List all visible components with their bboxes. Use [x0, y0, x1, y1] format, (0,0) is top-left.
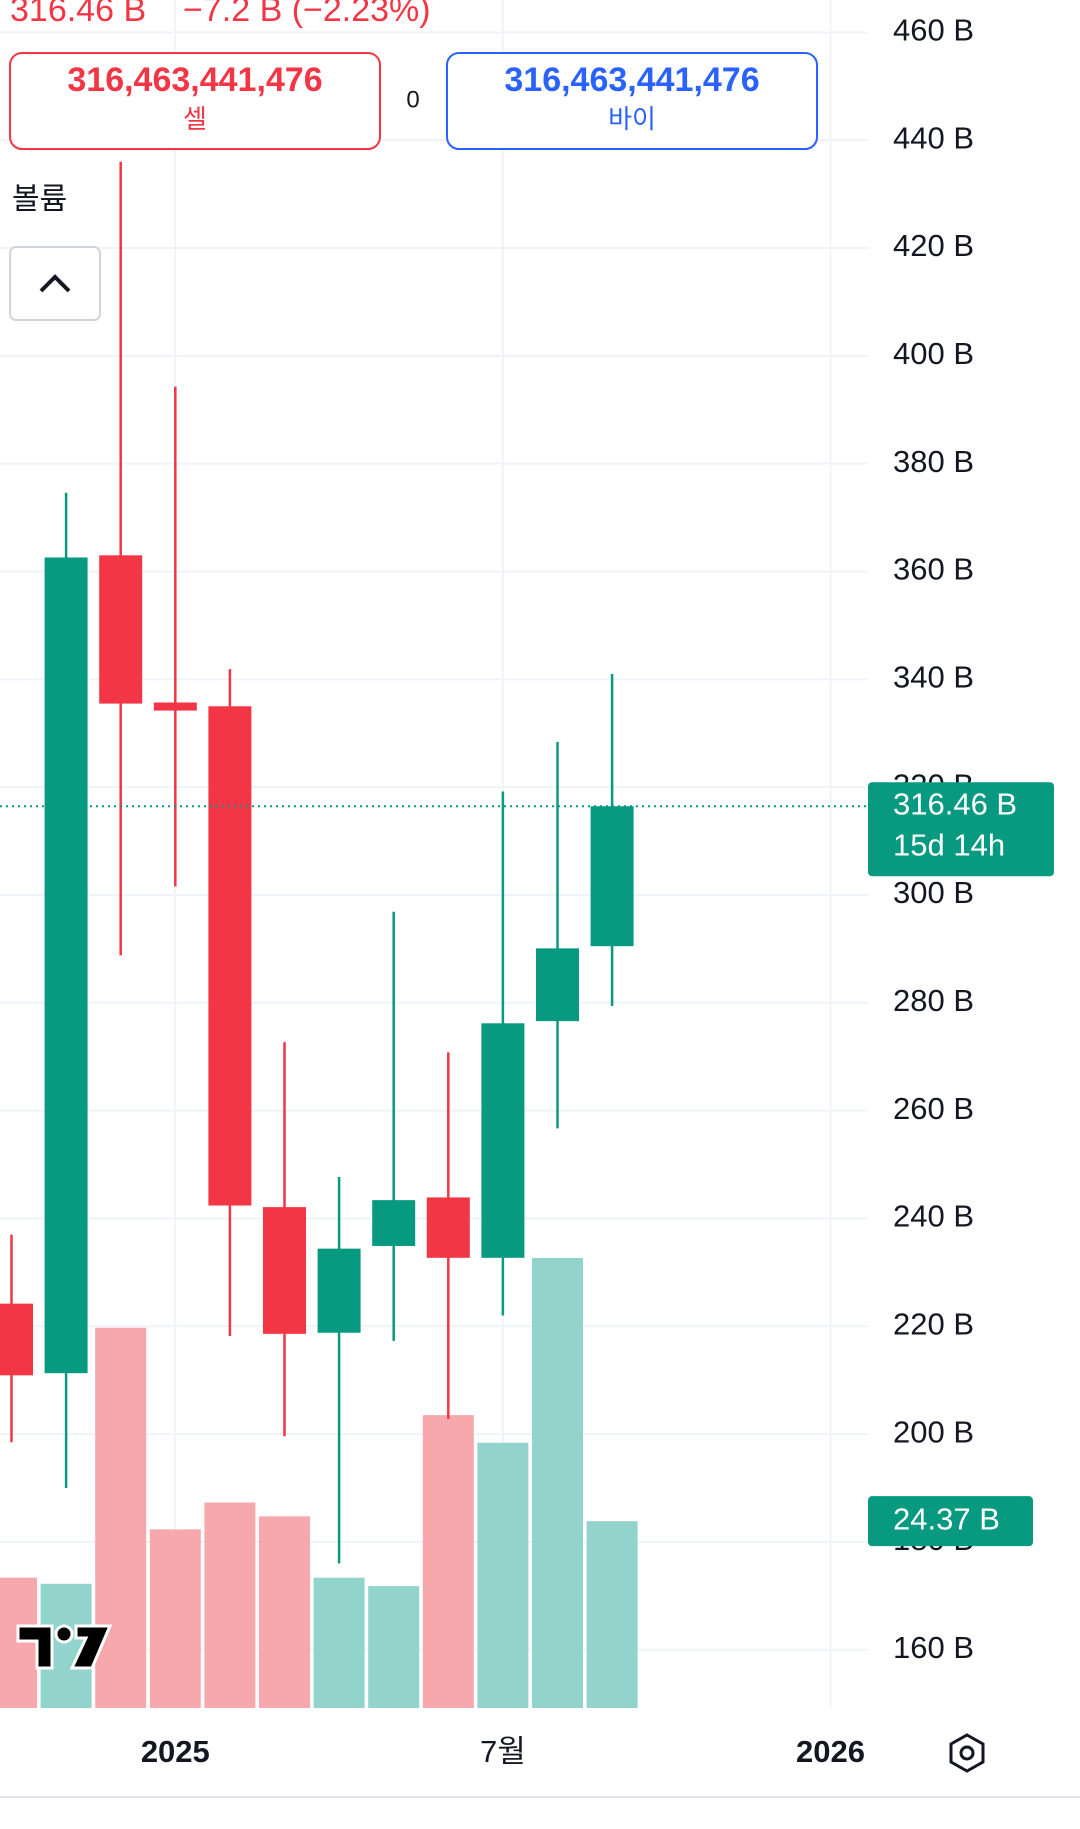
settings-icon-center — [959, 1745, 975, 1761]
y-tick-label: 440 B — [893, 120, 974, 155]
y-tick-label: 420 B — [893, 228, 974, 263]
x-tick-label: 2026 — [796, 1734, 865, 1769]
sell-price: 316,463,441,476 — [67, 61, 322, 99]
axis-mask — [868, 1725, 928, 1785]
price-pane — [0, 161, 868, 1564]
sell-label: 셀 — [183, 104, 207, 134]
sell-button[interactable] — [9, 52, 381, 150]
volume-label: 24.37 B — [893, 1501, 1000, 1536]
volume-bar — [149, 1529, 201, 1708]
y-tick-label: 360 B — [893, 552, 974, 587]
x-tick-label: 2025 — [141, 1734, 210, 1769]
y-tick-label: 240 B — [893, 1199, 974, 1234]
candle-body — [44, 557, 88, 1374]
volume-bar — [368, 1586, 420, 1708]
candle-body — [99, 555, 143, 704]
candle-body — [426, 1197, 470, 1258]
x-tick-label: 7월 — [480, 1734, 526, 1769]
volume-bar — [204, 1502, 256, 1708]
last-price-box — [868, 782, 1054, 877]
candle-body — [208, 706, 252, 1206]
candle-body — [481, 1023, 525, 1258]
chevron-icon — [39, 274, 71, 293]
y-tick-label: 400 B — [893, 336, 974, 371]
volume-bar — [259, 1516, 310, 1708]
candle-body — [372, 1200, 416, 1246]
candle-body — [536, 948, 579, 1022]
volume-bar — [586, 1521, 638, 1708]
y-tick-label: 460 B — [893, 13, 974, 48]
candle-body — [0, 1303, 33, 1376]
y-tick-label: 300 B — [893, 875, 974, 910]
buy-label: 바이 — [608, 104, 656, 134]
y-tick-label: 200 B — [893, 1414, 974, 1449]
volume-title: 볼륨 — [12, 183, 67, 216]
buy-price: 316,463,441,476 — [504, 61, 759, 99]
y-tick-label: 260 B — [893, 1091, 974, 1126]
candle-body — [263, 1207, 306, 1334]
volume-bar — [313, 1577, 365, 1708]
header-price: 316.46 B — [10, 0, 146, 29]
volume-bar — [477, 1442, 529, 1708]
header-change: −7.2 B (−2.23%) — [183, 0, 431, 29]
buy-button[interactable] — [446, 52, 818, 150]
candle-body — [590, 806, 634, 947]
volume-bar — [0, 1577, 37, 1708]
y-tick-label: 160 B — [893, 1630, 974, 1665]
candle-body — [317, 1248, 361, 1333]
countdown: 15d 14h — [893, 827, 1005, 862]
volume-bar — [532, 1258, 583, 1708]
settings-icon[interactable] — [949, 1733, 985, 1773]
volume-bar — [95, 1327, 147, 1708]
y-tick-label: 340 B — [893, 660, 974, 695]
volume-label-box — [868, 1496, 1033, 1547]
y-tick-label: 380 B — [893, 444, 974, 479]
y-tick-label: 280 B — [893, 983, 974, 1018]
last-price-label: 316.46 B — [893, 786, 1017, 821]
spread: 0 — [406, 86, 419, 113]
logo — [16, 1624, 113, 1670]
volume-bar — [422, 1415, 474, 1708]
candle-body — [153, 702, 197, 711]
collapse-button[interactable] — [9, 246, 101, 321]
y-tick-label: 220 B — [893, 1306, 974, 1341]
